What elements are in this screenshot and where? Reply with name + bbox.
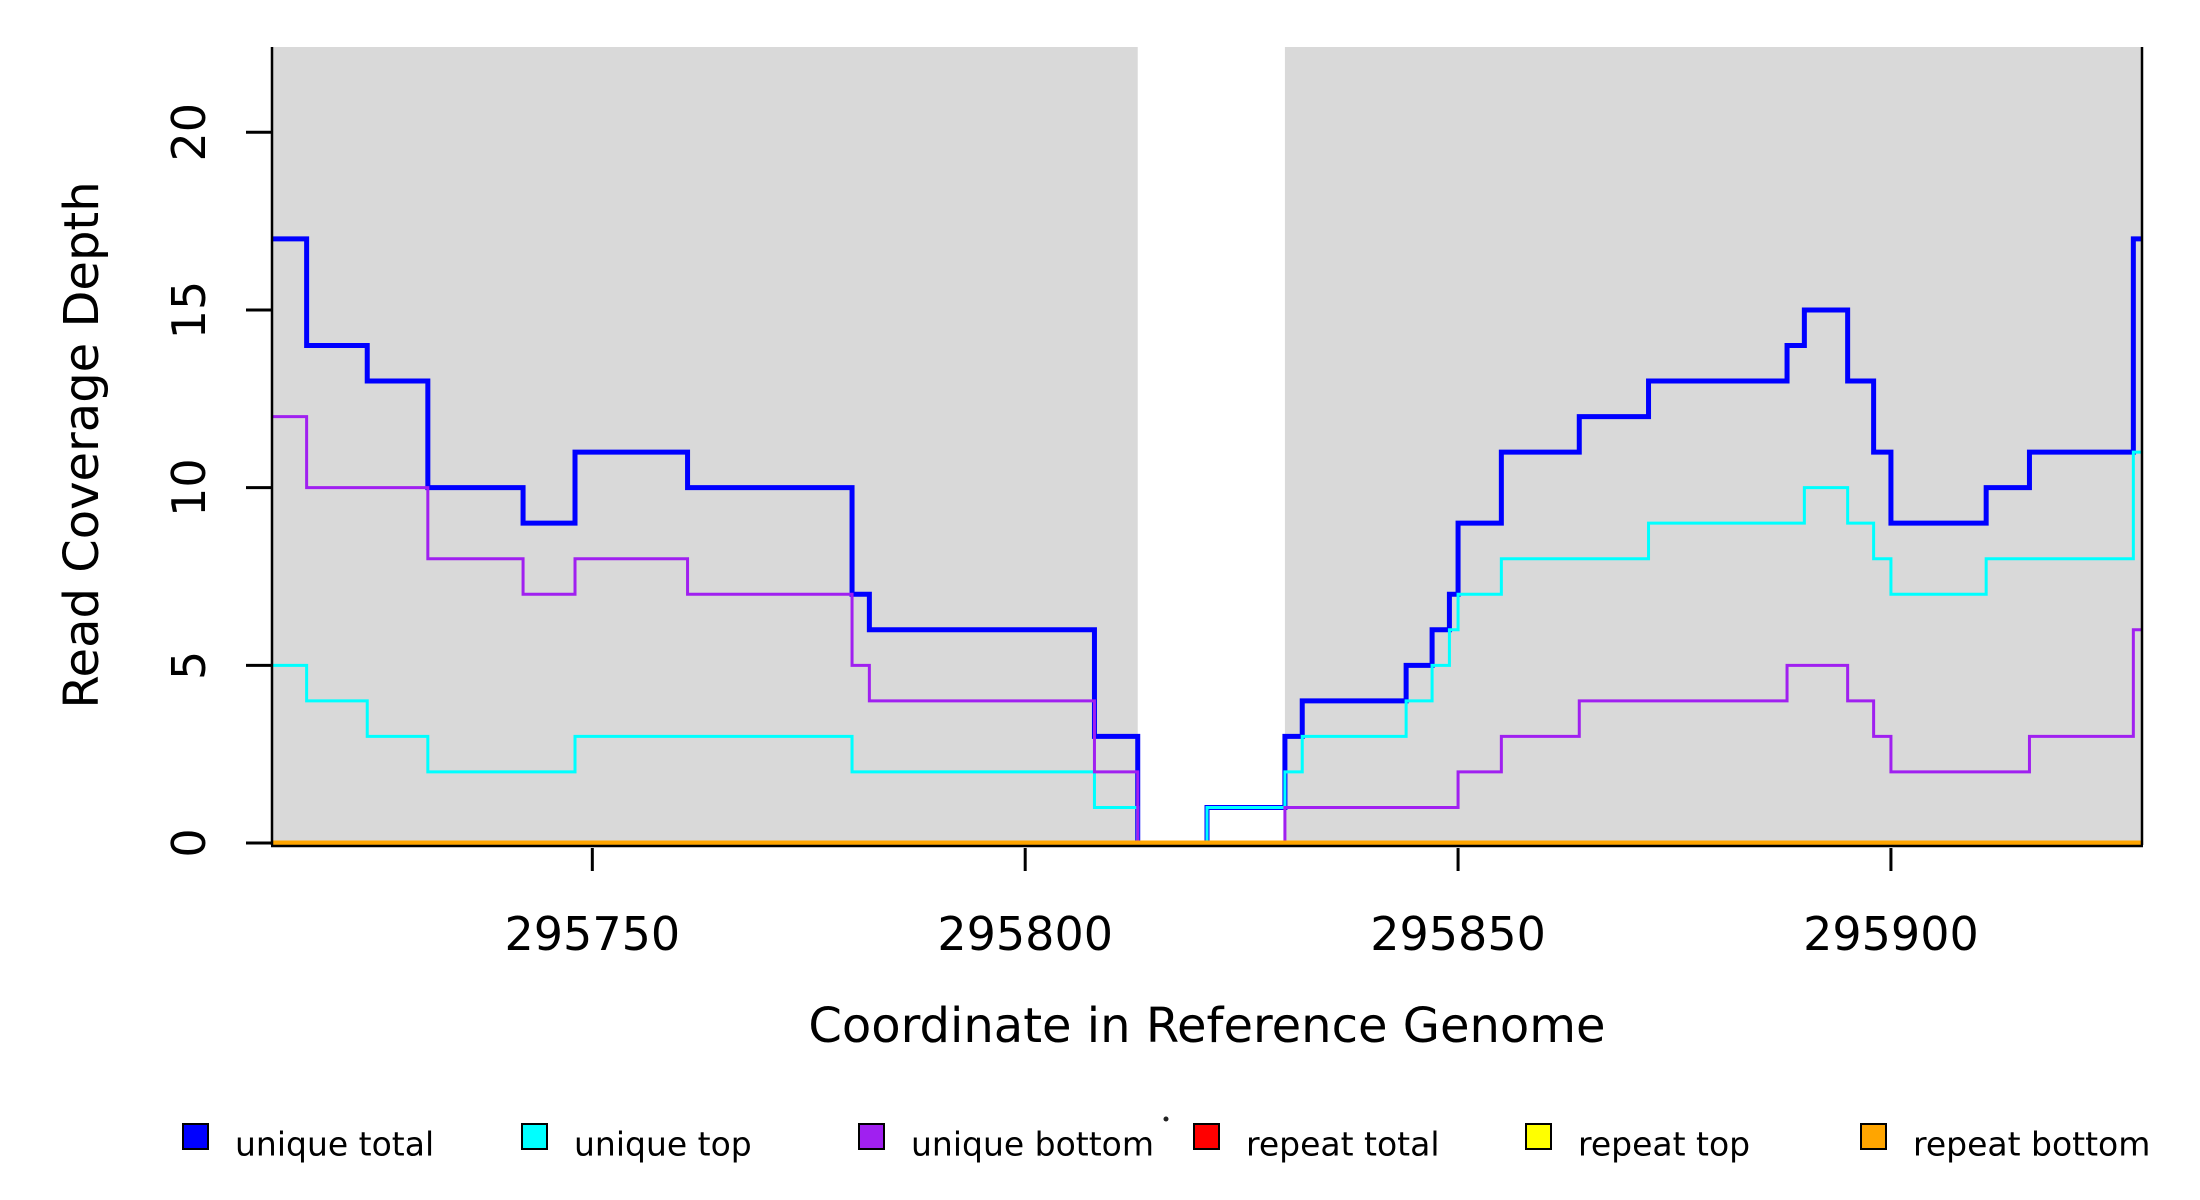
x-tick-label: 295900 (1803, 907, 1979, 961)
legend-swatch (858, 1123, 885, 1150)
stray-dot-artifact (1163, 1116, 1169, 1122)
y-tick-label: 5 (162, 651, 216, 680)
legend-item-repeat-total: repeat total (1193, 1123, 1440, 1164)
legend-label: unique top (574, 1125, 752, 1164)
legend-swatch (1525, 1123, 1552, 1150)
x-axis-title: Coordinate in Reference Genome (808, 998, 1605, 1054)
series-unique-total (272, 236, 2142, 846)
legend-swatch (1193, 1123, 1220, 1150)
series-unique-top (272, 450, 2142, 845)
coverage-step-series (272, 236, 2142, 846)
y-tick-label: 15 (162, 281, 216, 340)
legend-item-repeat-top: repeat top (1525, 1123, 1750, 1164)
legend-item-unique-bottom: unique bottom (858, 1123, 1154, 1164)
shaded-region (1284, 47, 2142, 843)
y-tick-label: 0 (162, 828, 216, 857)
legend-label: repeat top (1578, 1125, 1750, 1164)
legend-swatch (521, 1123, 548, 1150)
axes (270, 47, 2144, 848)
shaded-region (272, 47, 1138, 843)
x-tick-label: 295750 (505, 907, 681, 961)
x-tick-label: 295850 (1370, 907, 1546, 961)
legend-label: repeat bottom (1913, 1125, 2150, 1164)
legend-label: repeat total (1246, 1125, 1440, 1164)
legend-item-unique-top: unique top (521, 1123, 752, 1164)
legend: unique total unique top unique bottom repea… (182, 1123, 2150, 1164)
shaded-background-regions (272, 47, 2142, 843)
legend-item-unique-total: unique total (182, 1123, 434, 1164)
legend-label: unique total (235, 1125, 434, 1164)
legend-swatch (182, 1123, 209, 1150)
series-unique-bottom (272, 415, 2142, 845)
x-tick-label: 295800 (937, 907, 1113, 961)
legend-item-repeat-bottom: repeat bottom (1860, 1123, 2150, 1164)
y-tick-label: 20 (162, 103, 216, 162)
y-tick-label: 10 (162, 458, 216, 517)
y-axis-title: Read Coverage Depth (54, 181, 110, 708)
axis-ticks: 295750 295800 295850 295900 0 5 10 15 20 (162, 103, 1979, 961)
legend-swatch (1860, 1123, 1887, 1150)
legend-label: unique bottom (911, 1125, 1154, 1164)
